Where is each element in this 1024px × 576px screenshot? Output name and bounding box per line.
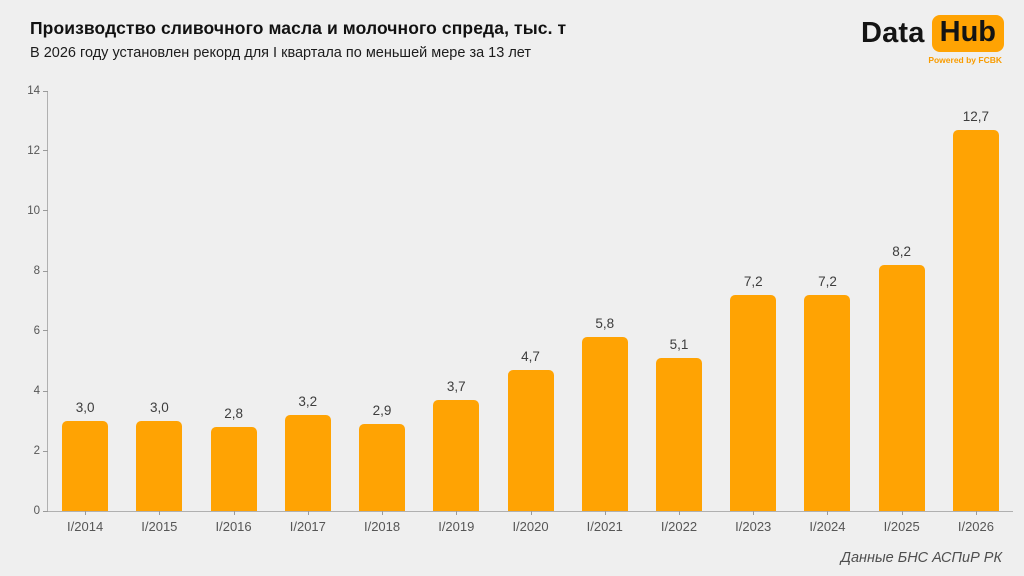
logo-text-data: Data bbox=[860, 17, 925, 50]
y-axis-tick bbox=[43, 90, 48, 92]
bar-value-label: 2,8 bbox=[224, 406, 243, 421]
bar-value-label: 3,2 bbox=[298, 394, 318, 409]
bar-value-label: 12,7 bbox=[962, 109, 990, 124]
x-axis-tick-label: I/2019 bbox=[438, 519, 475, 534]
x-axis-tick-label: I/2021 bbox=[586, 519, 623, 534]
x-axis-tick bbox=[456, 511, 458, 515]
chart-title: Производство сливочного масла и молочног… bbox=[30, 18, 567, 38]
x-axis-tick bbox=[85, 511, 87, 515]
y-axis-tick-label: 4 bbox=[33, 385, 40, 397]
logo-badge-hub: Hub bbox=[931, 15, 1004, 53]
x-axis-tick bbox=[753, 511, 755, 515]
bar-column: 2,9 I/2018 bbox=[345, 91, 419, 534]
plot-area: 0 2 4 6 8 10 12 14 3,0 I/2014 3,0 I/2015 2,8 I/2016 3… bbox=[27, 85, 1013, 534]
bar bbox=[284, 415, 331, 511]
bar-column: 8,2 I/2025 bbox=[865, 91, 939, 534]
x-axis-tick bbox=[975, 511, 977, 515]
bar-value-label: 5,8 bbox=[595, 316, 615, 332]
bar-column: 7,2 I/2023 bbox=[716, 91, 790, 534]
bar bbox=[581, 337, 628, 511]
bar bbox=[136, 421, 183, 511]
bar-column: 7,2 I/2024 bbox=[790, 91, 864, 534]
bar-value-label: 5,1 bbox=[669, 337, 689, 352]
bar-column: 5,1 I/2022 bbox=[642, 91, 716, 534]
x-axis-tick-label: I/2024 bbox=[809, 519, 846, 534]
bar-value-label: 2,9 bbox=[372, 403, 392, 419]
bar bbox=[210, 427, 257, 511]
bar-column: 12,7 I/2026 bbox=[939, 91, 1013, 534]
y-axis-tick-label: 8 bbox=[33, 265, 40, 277]
chart-subtitle: В 2026 году установлен рекорд для I квар… bbox=[30, 45, 532, 61]
y-axis-tick bbox=[43, 330, 48, 332]
bar-series: 3,0 I/2014 3,0 I/2015 2,8 I/2016 3,2 I/2017 2,9 I… bbox=[48, 91, 1013, 534]
x-axis-tick-label: I/2016 bbox=[215, 519, 252, 534]
header: Производство сливочного масла и молочног… bbox=[30, 15, 1004, 65]
bar-column: 2,8 I/2016 bbox=[196, 91, 270, 534]
y-axis-tick bbox=[43, 510, 48, 512]
bar bbox=[952, 130, 999, 511]
bar-value-label: 4,7 bbox=[521, 349, 540, 364]
x-axis-tick-label: I/2025 bbox=[883, 519, 920, 534]
bar bbox=[878, 265, 925, 511]
y-axis-tick-label: 6 bbox=[33, 325, 40, 337]
y-axis-tick bbox=[43, 450, 48, 452]
bar-value-label: 3,0 bbox=[75, 400, 95, 415]
bar-value-label: 3,7 bbox=[446, 379, 466, 394]
y-axis-tick-label: 12 bbox=[27, 145, 40, 157]
x-axis-tick bbox=[678, 511, 680, 515]
bar-value-label: 3,0 bbox=[149, 400, 169, 415]
x-axis-tick-label: I/2015 bbox=[141, 519, 178, 534]
x-axis-tick-label: I/2022 bbox=[660, 519, 698, 534]
y-axis-tick bbox=[43, 210, 48, 212]
x-axis-tick-label: I/2026 bbox=[957, 519, 994, 534]
x-axis-tick bbox=[159, 511, 161, 515]
bar bbox=[507, 370, 554, 511]
logo-wordmark: Data Hub bbox=[860, 15, 1004, 53]
bar-value-label: 7,2 bbox=[818, 274, 837, 290]
x-axis-tick-label: I/2014 bbox=[67, 519, 104, 534]
bar bbox=[730, 295, 777, 511]
x-axis-tick bbox=[827, 511, 829, 515]
bar-column: 3,7 I/2019 bbox=[419, 91, 493, 534]
x-axis-tick-label: I/2023 bbox=[735, 519, 772, 534]
x-axis-tick bbox=[307, 511, 309, 515]
bar-column: 3,0 I/2014 bbox=[48, 91, 122, 534]
y-axis-tick-label: 2 bbox=[33, 445, 40, 457]
bar bbox=[433, 400, 480, 511]
y-axis-tick-label: 10 bbox=[27, 205, 40, 217]
x-axis-tick-label: I/2018 bbox=[363, 519, 401, 534]
bar bbox=[62, 421, 109, 511]
bar-value-label: 8,2 bbox=[892, 244, 912, 259]
bar-column: 5,8 I/2021 bbox=[568, 91, 642, 534]
y-axis-tick bbox=[43, 270, 48, 272]
x-axis-tick bbox=[530, 511, 532, 515]
x-axis-tick bbox=[233, 511, 235, 515]
x-axis-tick bbox=[382, 511, 384, 515]
bar bbox=[804, 295, 851, 511]
bar-value-label: 7,2 bbox=[743, 274, 763, 290]
bar bbox=[359, 424, 406, 511]
datahub-logo: Data Hub Powered by FCBK bbox=[861, 15, 1004, 65]
bar-column: 3,0 I/2015 bbox=[122, 91, 196, 534]
x-axis-tick-label: I/2020 bbox=[512, 519, 549, 534]
x-axis-tick bbox=[604, 511, 606, 515]
logo-tagline: Powered by FCBK bbox=[928, 55, 1002, 66]
source-note: Данные БНС АСПиР РК bbox=[840, 550, 1002, 566]
bar-column: 4,7 I/2020 bbox=[493, 91, 567, 534]
bar bbox=[655, 358, 702, 511]
x-axis-tick-label: I/2017 bbox=[289, 519, 326, 534]
bar-column: 3,2 I/2017 bbox=[271, 91, 345, 534]
y-axis-tick-label: 0 bbox=[33, 505, 40, 517]
y-axis-tick-label: 14 bbox=[27, 85, 40, 97]
y-axis-tick bbox=[43, 390, 48, 392]
x-axis-tick bbox=[901, 511, 903, 515]
y-axis-tick bbox=[43, 150, 48, 152]
